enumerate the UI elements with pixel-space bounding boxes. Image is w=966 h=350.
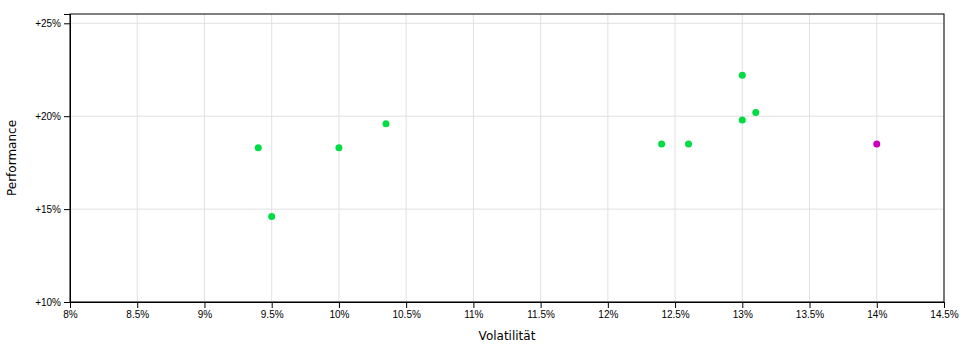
y-tick-label: +15% bbox=[35, 204, 61, 215]
x-tick-mark bbox=[473, 302, 474, 308]
x-tick-mark bbox=[742, 302, 743, 308]
x-tick-label: 14% bbox=[867, 309, 887, 320]
x-tick-label: 14.5% bbox=[930, 309, 958, 320]
x-tick: 13.5% bbox=[796, 302, 824, 320]
x-grid-line bbox=[742, 14, 743, 302]
point bbox=[382, 120, 389, 127]
point bbox=[268, 213, 275, 220]
y-tick: +25% bbox=[35, 18, 70, 29]
x-tick-mark bbox=[608, 302, 609, 308]
y-tick-label: +10% bbox=[35, 297, 61, 308]
x-tick-label: 8% bbox=[63, 309, 78, 320]
y-tick: +10% bbox=[35, 297, 70, 308]
x-tick-mark bbox=[675, 302, 676, 308]
x-tick-mark bbox=[137, 302, 138, 308]
x-tick: 8% bbox=[63, 302, 78, 320]
x-grid-line bbox=[607, 14, 608, 302]
x-tick: 12% bbox=[598, 302, 618, 320]
x-axis: 8% 8.5% 9% 9.5% 10% 10.5% 11% 11.5% 12% 12.5% 13% 1… bbox=[63, 302, 959, 320]
x-tick-mark bbox=[272, 302, 273, 308]
point bbox=[685, 141, 692, 148]
x-tick-mark bbox=[541, 302, 542, 308]
x-tick: 8.5% bbox=[126, 302, 149, 320]
x-tick: 12.5% bbox=[661, 302, 689, 320]
x-tick: 14% bbox=[867, 302, 887, 320]
x-tick-mark bbox=[339, 302, 340, 308]
x-tick-mark bbox=[877, 302, 878, 308]
x-grid-line bbox=[204, 14, 205, 302]
marks bbox=[255, 72, 881, 220]
point bbox=[255, 144, 262, 151]
grid bbox=[70, 14, 944, 302]
y-tick-mark bbox=[64, 23, 70, 24]
series bbox=[255, 72, 760, 220]
y-grid-line bbox=[70, 116, 944, 117]
x-tick: 9.5% bbox=[261, 302, 284, 320]
x-grid-line bbox=[473, 14, 474, 302]
x-tick-label: 9.5% bbox=[261, 309, 284, 320]
point bbox=[739, 72, 746, 79]
x-tick-label: 8.5% bbox=[126, 309, 149, 320]
x-tick-label: 10.5% bbox=[392, 309, 420, 320]
x-grid-line bbox=[809, 14, 810, 302]
point bbox=[658, 141, 665, 148]
y-tick-label: +20% bbox=[35, 111, 61, 122]
plot: 8% 8.5% 9% 9.5% 10% 10.5% 11% 11.5% 12% 12.5% 13% 1… bbox=[5, 14, 959, 343]
x-tick-mark bbox=[944, 302, 945, 308]
x-tick-label: 12% bbox=[598, 309, 618, 320]
x-tick-label: 9% bbox=[198, 309, 213, 320]
x-tick: 13% bbox=[733, 302, 753, 320]
x-tick-mark bbox=[406, 302, 407, 308]
x-tick-label: 11% bbox=[464, 309, 483, 320]
x-grid-line bbox=[137, 14, 138, 302]
x-tick-label: 13.5% bbox=[796, 309, 824, 320]
x-grid-line bbox=[338, 14, 339, 302]
y-axis-line bbox=[64, 15, 71, 303]
y-grid-line bbox=[70, 209, 944, 210]
x-tick: 9% bbox=[198, 302, 213, 320]
y-tick-label: +25% bbox=[35, 18, 61, 29]
x-grid-line bbox=[675, 14, 676, 302]
point bbox=[752, 109, 759, 116]
x-tick: 14.5% bbox=[930, 302, 958, 320]
x-tick-label: 10% bbox=[329, 309, 349, 320]
y-tick-mark bbox=[64, 116, 70, 117]
y-tick: +20% bbox=[35, 111, 70, 122]
point bbox=[873, 141, 880, 148]
x-tick: 11% bbox=[464, 302, 483, 320]
x-tick-label: 12.5% bbox=[661, 309, 689, 320]
x-grid-line bbox=[271, 14, 272, 302]
y-axis-title: Performance bbox=[5, 120, 19, 196]
plot-frame bbox=[70, 14, 944, 302]
y-grid-line bbox=[70, 23, 944, 24]
x-axis-title: Volatilität bbox=[479, 329, 536, 343]
point bbox=[739, 116, 746, 123]
point bbox=[335, 144, 342, 151]
x-tick-label: 11.5% bbox=[527, 309, 555, 320]
x-tick-mark bbox=[810, 302, 811, 308]
x-axis-line bbox=[71, 303, 945, 309]
x-grid-line bbox=[876, 14, 877, 302]
x-tick-label: 13% bbox=[733, 309, 753, 320]
y-tick-mark bbox=[64, 302, 70, 303]
y-tick: +15% bbox=[35, 204, 70, 215]
x-tick-mark bbox=[204, 302, 205, 308]
x-tick: 11.5% bbox=[527, 302, 555, 320]
y-tick-mark bbox=[64, 209, 70, 210]
series bbox=[873, 141, 880, 148]
x-tick: 10% bbox=[329, 302, 349, 320]
y-axis: +10% +15% +20% +25% bbox=[35, 15, 70, 308]
chart: 8% 8.5% 9% 9.5% 10% 10.5% 11% 11.5% 12% 12.5% 13% 1… bbox=[0, 0, 966, 350]
x-tick: 10.5% bbox=[392, 302, 420, 320]
x-grid-line bbox=[540, 14, 541, 302]
x-grid-line bbox=[406, 14, 407, 302]
